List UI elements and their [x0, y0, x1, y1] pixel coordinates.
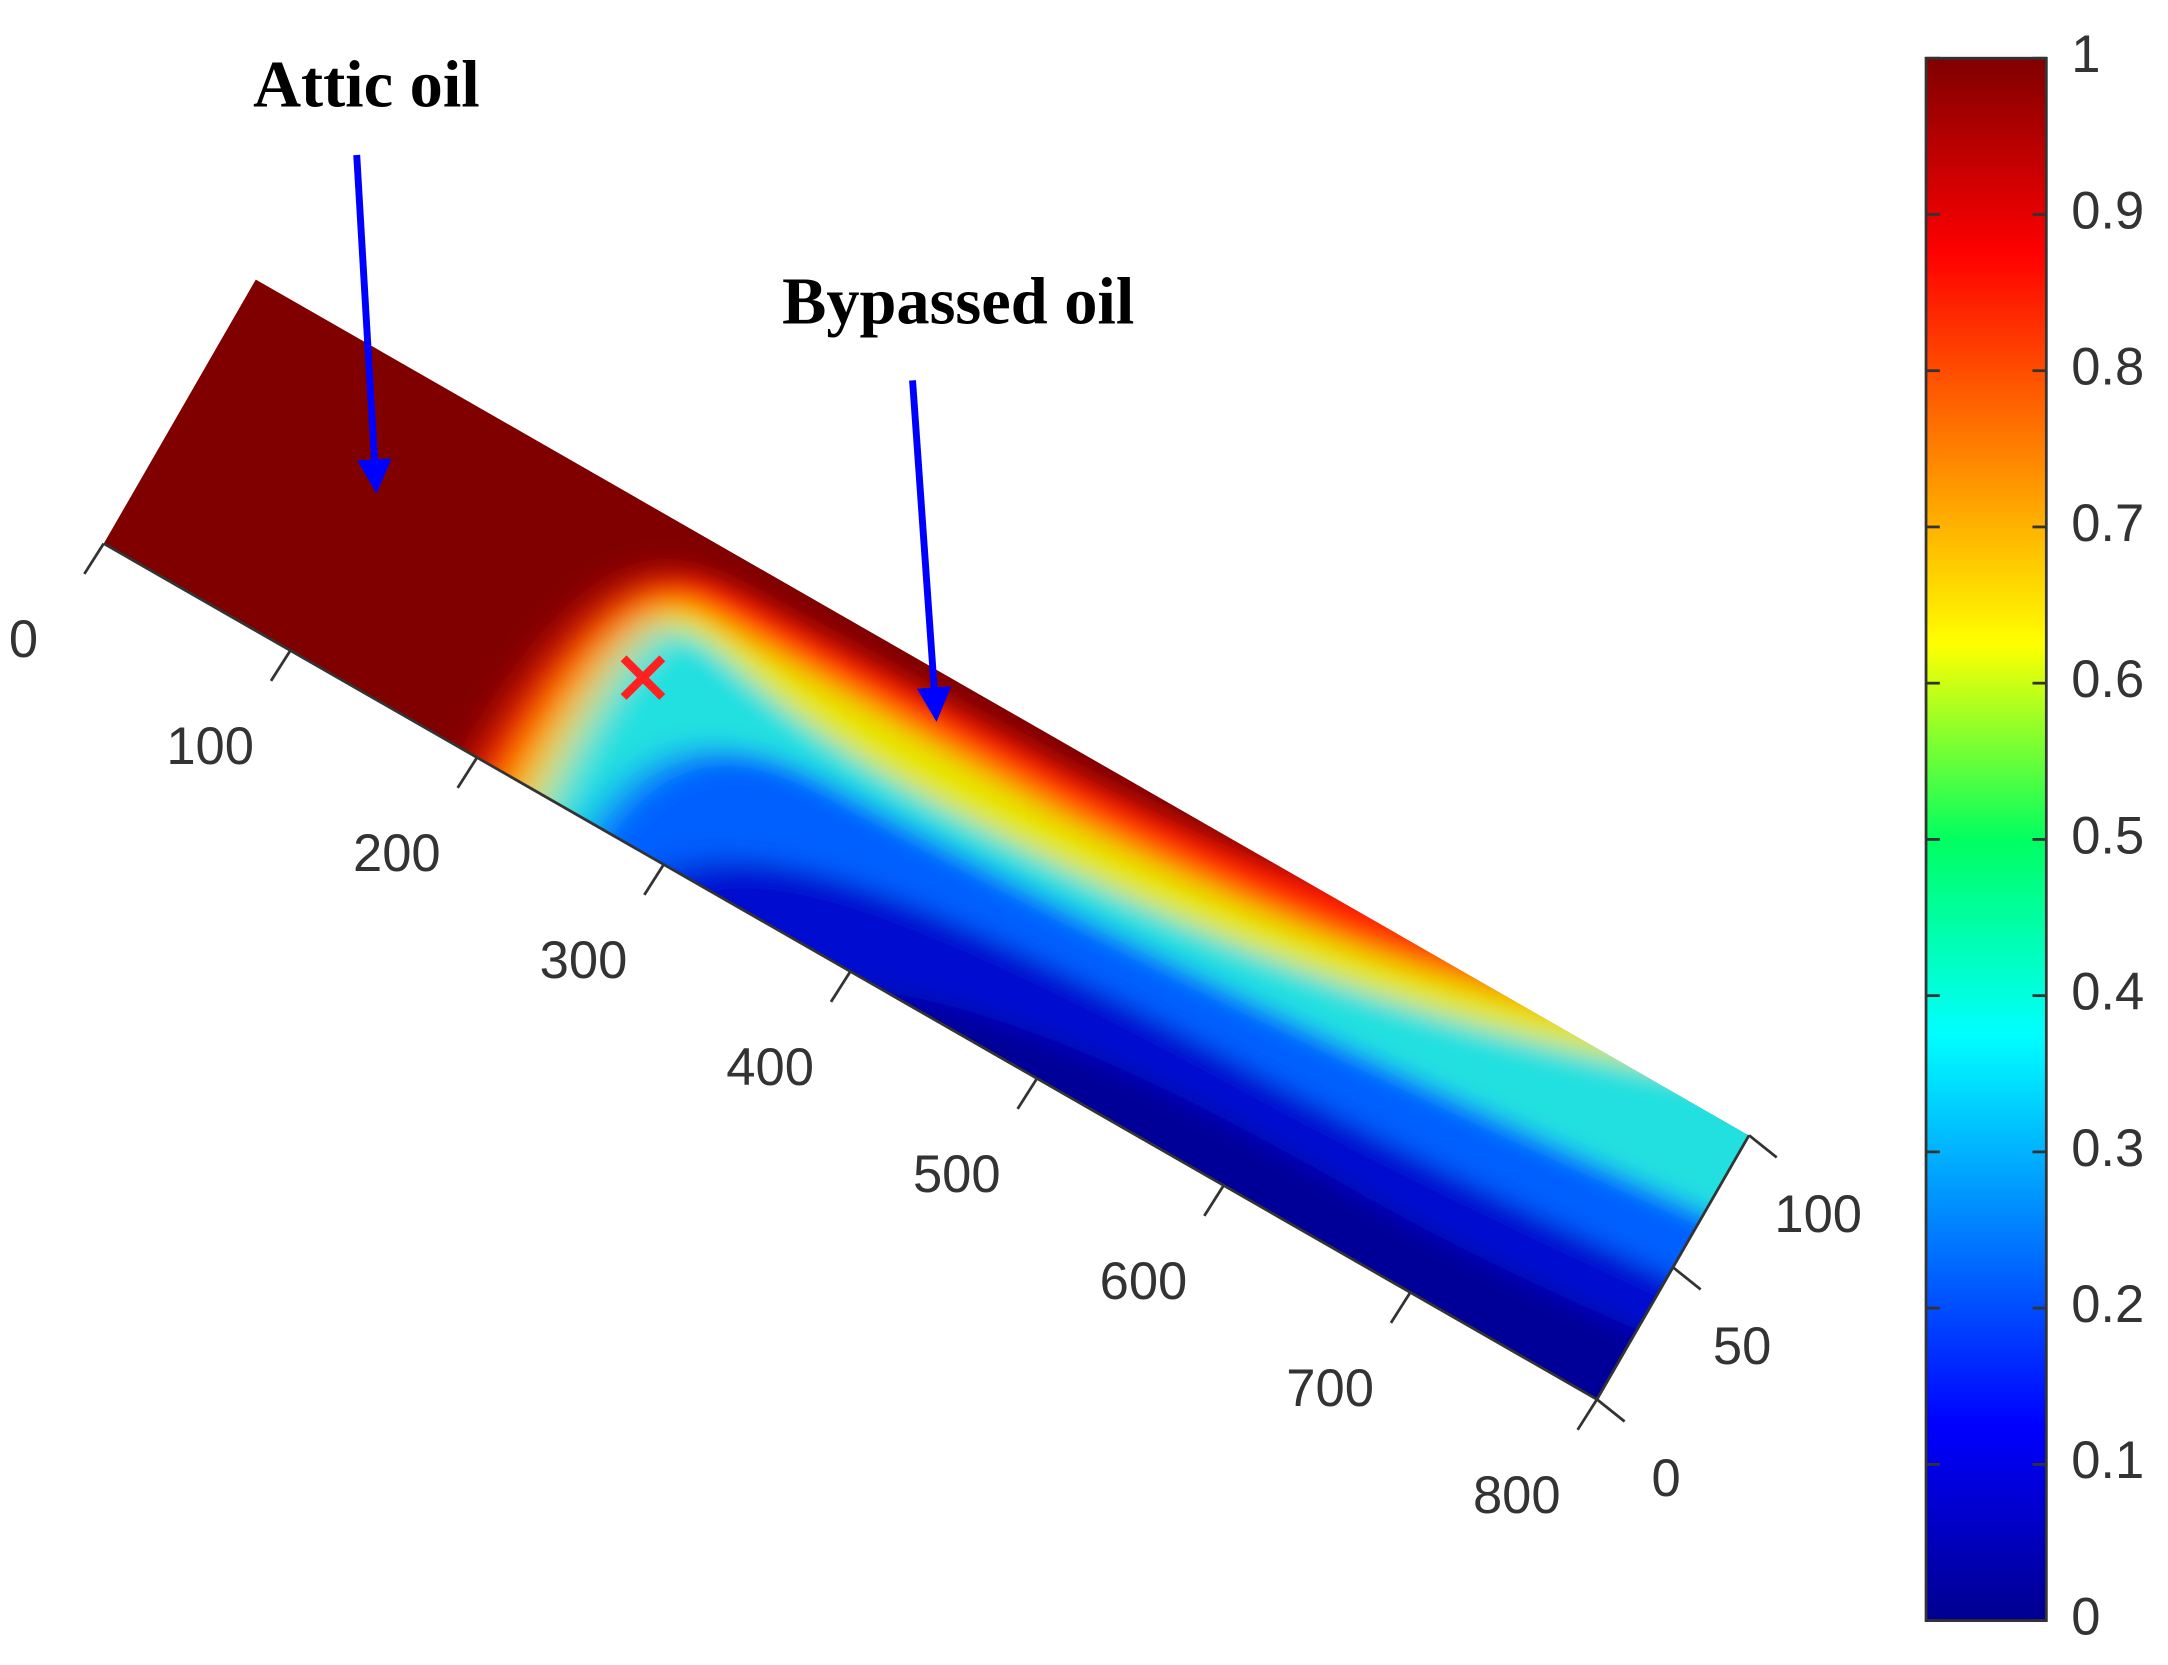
colorbar-tick-label: 0.7 [2071, 494, 2144, 553]
colorbar-tick-label: 1 [2071, 25, 2100, 84]
surface [103, 279, 1750, 1400]
colorbar-tick-label: 0.3 [2071, 1119, 2144, 1178]
y-tick [1748, 1134, 1778, 1159]
y-tick-label: 0 [1651, 1449, 1680, 1508]
x-tick-label: 200 [353, 824, 441, 883]
x-tick [643, 863, 665, 896]
x-tick-label: 500 [913, 1145, 1001, 1204]
x-tick [83, 542, 105, 575]
x-tick-label: 400 [726, 1038, 814, 1097]
arrow [909, 380, 952, 722]
x-tick [1576, 1398, 1599, 1431]
annotation: Bypassed oil [782, 266, 1134, 339]
x-tick-label: 0 [9, 610, 38, 669]
y-tick [1672, 1266, 1702, 1291]
colorbar-tick-label: 0.2 [2071, 1275, 2144, 1334]
x-tick-label: 600 [1100, 1252, 1188, 1311]
colorbar-tick-label: 0.8 [2071, 338, 2144, 397]
colorbar-tick-label: 0.4 [2071, 963, 2144, 1022]
arrow [353, 154, 392, 494]
x-tick [829, 970, 852, 1003]
x-tick-label: 800 [1473, 1466, 1561, 1525]
x-tick-label: 100 [166, 717, 254, 776]
x-tick [1203, 1184, 1225, 1217]
y-tick-label: 50 [1713, 1317, 1771, 1376]
colorbar-tick-label: 0 [2071, 1587, 2100, 1646]
y-tick [1596, 1398, 1626, 1423]
colorbar-tick-label: 0.9 [2071, 181, 2144, 240]
x-tick [1016, 1077, 1039, 1110]
x-tick [1389, 1291, 1412, 1324]
x-tick-label: 700 [1286, 1359, 1374, 1418]
colorbar [1924, 56, 2048, 1622]
colorbar-tick-label: 0.6 [2071, 650, 2144, 709]
y-tick-label: 100 [1774, 1185, 1862, 1244]
x-tick [456, 756, 479, 789]
x-tick [269, 649, 292, 682]
annotation: Attic oil [253, 49, 480, 122]
well-marker [620, 655, 666, 700]
x-tick-label: 300 [540, 931, 628, 990]
colorbar-tick-label: 0.5 [2071, 806, 2144, 865]
colorbar-tick-label: 0.1 [2071, 1431, 2144, 1490]
